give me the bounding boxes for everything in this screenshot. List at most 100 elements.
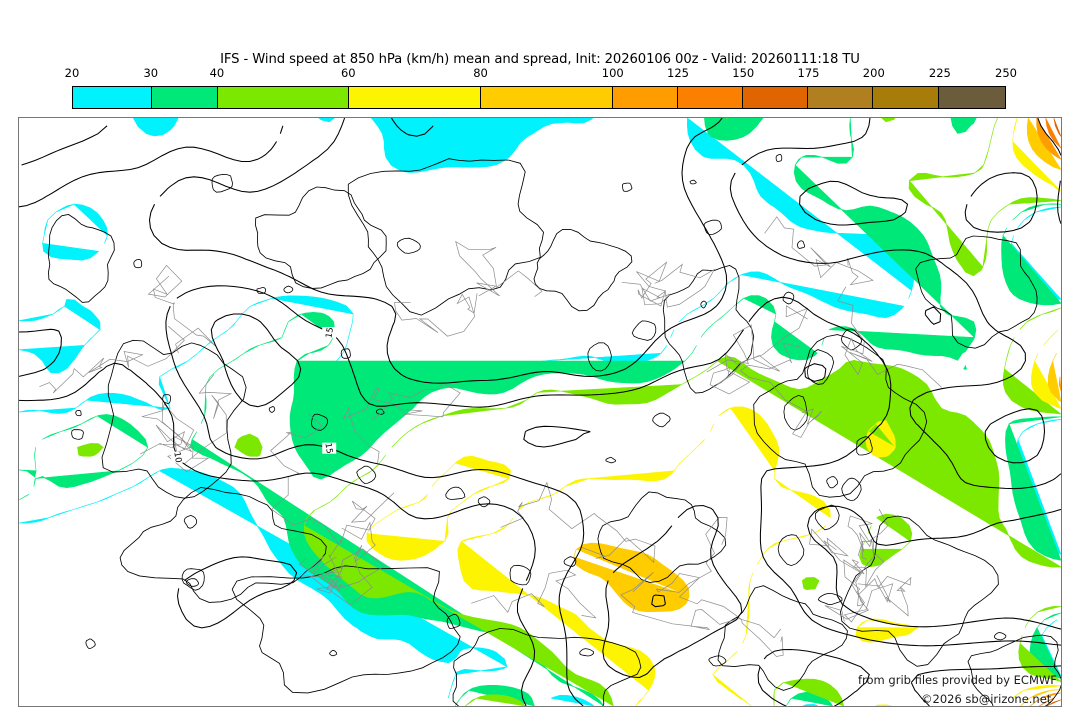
colorbar-tick-40: 40 bbox=[209, 66, 225, 80]
colorbar-tick-100: 100 bbox=[601, 66, 624, 80]
island-36 bbox=[993, 632, 1007, 641]
island-3 bbox=[708, 655, 727, 667]
spread-contour-20 bbox=[21, 118, 1061, 706]
country-border-14 bbox=[655, 517, 784, 657]
colorbar-segment-80 bbox=[480, 87, 613, 108]
island-40 bbox=[703, 219, 722, 236]
colorbar-tick-200: 200 bbox=[862, 66, 885, 80]
island-12 bbox=[605, 457, 617, 464]
coastline-4 bbox=[101, 339, 247, 499]
island-39 bbox=[856, 436, 873, 456]
island-5 bbox=[75, 409, 82, 417]
coastline-layer bbox=[48, 154, 1061, 706]
colorbar-segment-40 bbox=[217, 87, 349, 108]
island-14 bbox=[826, 476, 839, 489]
spread-contour-25 bbox=[651, 594, 666, 608]
colorbar-tick-250: 250 bbox=[995, 66, 1017, 80]
colorbar-segment-60 bbox=[348, 87, 481, 108]
contour-label: 15 bbox=[322, 327, 337, 339]
coastline-13 bbox=[48, 214, 115, 303]
country-border-16 bbox=[824, 553, 894, 623]
colorbar-segment-20 bbox=[73, 87, 152, 108]
country-border-1 bbox=[837, 286, 942, 388]
credit-copyright: ©2026 sb@irizone.net bbox=[921, 692, 1052, 706]
colorbar-tick-60: 60 bbox=[340, 66, 356, 80]
colorbar-tick-125: 125 bbox=[667, 66, 689, 80]
contour-label-halo bbox=[322, 442, 337, 454]
coastline-1 bbox=[255, 186, 387, 289]
credit-source: from grib files provided by ECMWF bbox=[858, 673, 1057, 687]
island-29 bbox=[133, 258, 143, 269]
coastline-14 bbox=[597, 491, 727, 583]
island-0 bbox=[689, 179, 697, 185]
colorbar-segment-30 bbox=[151, 87, 218, 108]
country-border-20 bbox=[298, 548, 385, 594]
country-border-5 bbox=[706, 305, 809, 395]
country-border-6 bbox=[621, 261, 716, 308]
island-44 bbox=[652, 412, 671, 428]
contour-label-layer: 10 15 15 bbox=[171, 327, 337, 464]
country-border-10 bbox=[764, 216, 874, 286]
island-6 bbox=[329, 649, 337, 657]
colorbar-segment-200 bbox=[873, 87, 940, 108]
colorbar-segment-175 bbox=[807, 87, 874, 108]
island-41 bbox=[775, 154, 783, 162]
weather-contour-map: 10 15 15 bbox=[19, 118, 1061, 706]
colorbar-tick-labels: 20 30 40 60 80 100 125 150 175 200 225 250 bbox=[65, 66, 1017, 82]
contour-label-text: 15 bbox=[322, 442, 334, 454]
colorbar-tick-225: 225 bbox=[928, 66, 951, 80]
contour-label: 10 bbox=[171, 451, 186, 464]
coastline-9 bbox=[915, 235, 1038, 349]
island-11 bbox=[396, 237, 421, 254]
island-1 bbox=[85, 638, 96, 650]
island-45 bbox=[283, 285, 294, 294]
map-canvas[interactable]: 10 15 15 bbox=[18, 117, 1062, 707]
island-7 bbox=[631, 320, 657, 341]
coastline-8 bbox=[753, 334, 928, 498]
fill-band-30 bbox=[19, 118, 1061, 706]
island-26 bbox=[256, 287, 267, 294]
colorbar-gradient bbox=[72, 86, 1006, 109]
country-border-7 bbox=[394, 293, 478, 337]
fill-band-125 bbox=[1039, 118, 1061, 706]
island-35 bbox=[777, 534, 805, 567]
island-22 bbox=[446, 613, 461, 630]
colorbar-segment-100 bbox=[612, 87, 678, 108]
country-border-8 bbox=[39, 325, 185, 394]
country-border-21 bbox=[140, 403, 195, 455]
coastline-2 bbox=[533, 228, 633, 312]
country-border-2 bbox=[326, 492, 395, 606]
island-43 bbox=[375, 408, 385, 415]
island-34 bbox=[356, 465, 377, 484]
colorbar-segment-225 bbox=[939, 87, 1006, 108]
island-33 bbox=[185, 578, 200, 587]
island-15 bbox=[621, 182, 633, 192]
country-border-19 bbox=[455, 240, 543, 297]
fill-band-100 bbox=[1029, 118, 1061, 706]
country-border-18 bbox=[847, 508, 889, 560]
island-21 bbox=[563, 556, 577, 567]
island-32 bbox=[268, 406, 276, 413]
fill-band-150 bbox=[1046, 118, 1061, 706]
island-17 bbox=[211, 174, 233, 193]
island-13 bbox=[700, 300, 707, 309]
country-border-13 bbox=[500, 481, 656, 564]
island-24 bbox=[183, 514, 198, 529]
spread-contour-layer bbox=[19, 118, 1061, 706]
contour-label-text: 15 bbox=[324, 327, 336, 339]
colorbar-segment-150 bbox=[742, 87, 808, 108]
coastline-6 bbox=[231, 565, 461, 694]
island-4 bbox=[841, 477, 862, 501]
island-38 bbox=[796, 240, 806, 249]
island-37 bbox=[71, 429, 84, 440]
island-20 bbox=[162, 394, 171, 404]
coastline-3 bbox=[662, 265, 755, 394]
colorbar-tick-30: 30 bbox=[143, 66, 159, 80]
contour-label-text: 10 bbox=[171, 451, 183, 463]
colorbar: 20 30 40 60 80 100 125 150 175 200 225 250 bbox=[65, 66, 1017, 110]
contour-label: 15 bbox=[322, 442, 337, 455]
island-31 bbox=[840, 328, 863, 351]
island-30 bbox=[311, 413, 329, 431]
wind-speed-fill-layer bbox=[19, 118, 1061, 706]
page-title: IFS - Wind speed at 850 hPa (km/h) mean … bbox=[220, 52, 860, 67]
